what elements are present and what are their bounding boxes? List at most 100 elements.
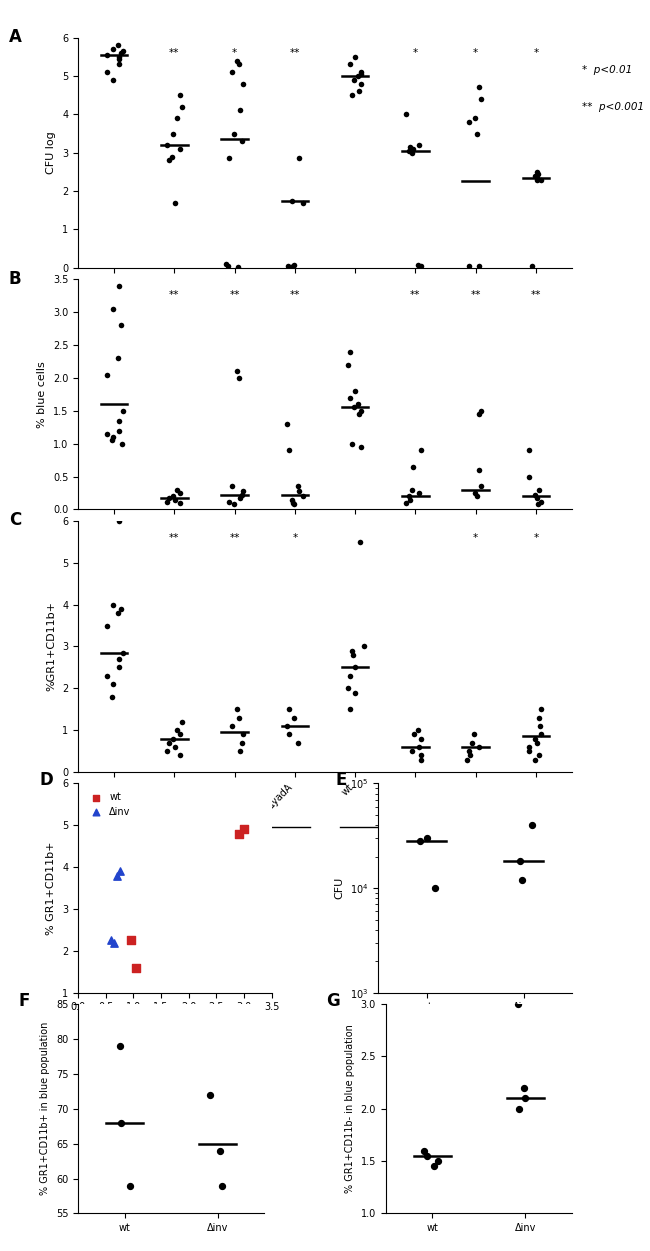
wt (125, 931, 136, 951)
Point (116, 315, 126, 335)
Point (167, 146, 177, 166)
Y-axis label: % GR1+CD11b+ in blue population: % GR1+CD11b+ in blue population (40, 1022, 50, 1196)
Point (287, 489, 297, 509)
Text: D: D (39, 771, 53, 789)
Point (287, 493, 298, 513)
Point (433, 1151, 443, 1171)
X-axis label: %blue cells: %blue cells (143, 1018, 207, 1028)
Point (465, 746, 475, 766)
Point (472, 487, 482, 507)
Text: C: C (9, 510, 21, 529)
Point (289, 708, 300, 728)
Y-axis label: % GR1+CD11b+: % GR1+CD11b+ (46, 842, 57, 934)
Point (237, 485, 247, 505)
Point (175, 139, 185, 159)
Point (107, 687, 117, 707)
Point (164, 488, 175, 508)
Point (416, 746, 426, 766)
wt (131, 957, 141, 977)
Point (517, 869, 527, 889)
Point (346, 85, 357, 105)
Δinv (114, 862, 125, 882)
Point (102, 666, 112, 686)
Point (235, 488, 245, 508)
Point (164, 150, 175, 170)
Point (114, 275, 124, 295)
Point (422, 828, 432, 848)
Point (172, 479, 182, 499)
Point (102, 424, 112, 444)
Point (350, 46, 360, 66)
Point (115, 1036, 125, 1056)
Point (227, 716, 237, 736)
Point (405, 489, 415, 509)
Text: **: ** (169, 49, 179, 59)
Point (476, 400, 486, 420)
Point (473, 404, 484, 424)
Point (116, 599, 126, 619)
Point (407, 741, 417, 761)
Point (401, 493, 411, 513)
Point (422, 1146, 432, 1166)
wt (233, 823, 244, 843)
Point (356, 400, 367, 420)
Point (177, 712, 187, 732)
Point (283, 440, 294, 460)
Text: *: * (292, 533, 298, 543)
Point (234, 54, 244, 74)
Text: Day3: Day3 (190, 583, 219, 593)
Text: Day5: Day5 (431, 852, 460, 862)
Point (405, 136, 415, 156)
Point (345, 54, 356, 74)
Point (415, 749, 426, 769)
Point (514, 1098, 525, 1118)
Y-axis label: %GR1+CD11b+: %GR1+CD11b+ (46, 602, 57, 692)
Point (527, 256, 538, 276)
Text: **: ** (530, 290, 541, 300)
Point (175, 724, 185, 744)
Point (536, 492, 546, 512)
Point (524, 737, 534, 757)
Point (170, 737, 181, 757)
Point (177, 96, 187, 116)
Point (118, 41, 128, 61)
Point (356, 437, 367, 457)
Text: Day5: Day5 (431, 342, 460, 352)
Text: **: ** (169, 290, 179, 300)
Point (108, 39, 118, 59)
Text: **  p<0.001: ** p<0.001 (582, 103, 644, 113)
Point (164, 733, 175, 753)
Text: **: ** (229, 533, 240, 543)
Point (344, 666, 355, 686)
Text: **: ** (290, 290, 300, 300)
Text: Day3: Day3 (190, 852, 219, 862)
Point (533, 164, 543, 184)
Point (354, 404, 364, 424)
Point (114, 657, 125, 677)
Text: **: ** (169, 533, 179, 543)
Point (125, 1176, 136, 1196)
Point (345, 699, 356, 719)
Δinv (106, 931, 116, 951)
Point (344, 342, 355, 362)
Point (519, 1078, 529, 1098)
Point (101, 615, 112, 636)
Point (224, 149, 234, 169)
Text: *: * (232, 49, 237, 59)
Point (118, 400, 128, 420)
Point (530, 749, 541, 769)
Point (232, 699, 242, 719)
Point (108, 70, 118, 90)
Point (229, 494, 239, 514)
Point (536, 170, 546, 190)
Point (294, 149, 304, 169)
Point (470, 483, 480, 503)
Point (345, 388, 356, 408)
Point (168, 487, 179, 507)
Point (114, 54, 125, 74)
Point (229, 124, 239, 144)
Point (534, 716, 545, 736)
Text: Day5: Day5 (431, 583, 460, 593)
Point (112, 348, 123, 368)
Point (401, 104, 411, 124)
